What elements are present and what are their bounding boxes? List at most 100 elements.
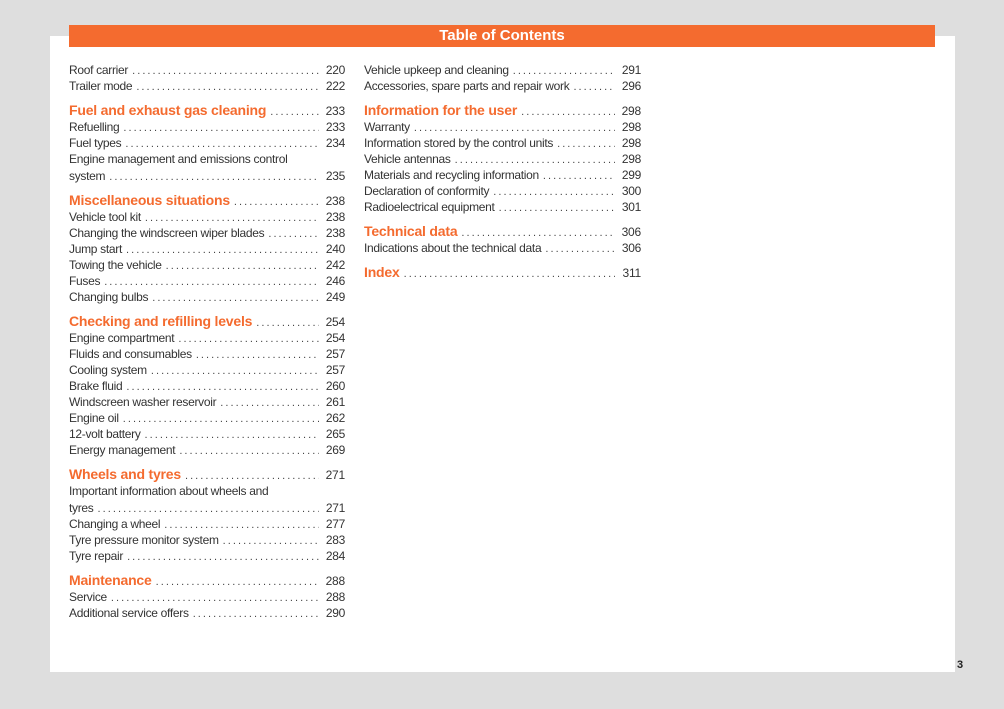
toc-page-number: 301 <box>621 200 641 214</box>
toc-entry[interactable]: tyres 271 <box>69 500 345 516</box>
dot-leader <box>109 169 319 185</box>
toc-page-number: 249 <box>325 290 345 304</box>
toc-page-number: 257 <box>325 363 345 377</box>
toc-entry[interactable]: Information stored by the control units 2… <box>364 135 641 151</box>
toc-entry-label: Changing a wheel <box>69 517 161 531</box>
toc-entry[interactable]: Roof carrier 220 <box>69 62 345 78</box>
toc-page-number: 311 <box>622 266 641 280</box>
dot-leader <box>513 63 615 79</box>
toc-entry-label: Tyre repair <box>69 549 124 563</box>
toc-page-number: 235 <box>325 169 345 183</box>
dot-leader <box>270 103 319 121</box>
toc-entry-label: Engine oil <box>69 411 119 425</box>
toc-entry[interactable]: Vehicle upkeep and cleaning 291 <box>364 62 641 78</box>
dot-leader <box>126 242 319 258</box>
toc-entry-label: Maintenance <box>69 572 152 588</box>
toc-page-number: 233 <box>325 120 345 134</box>
toc-entry-first-line[interactable]: Engine management and emissions control <box>69 151 345 168</box>
toc-entry[interactable]: Fluids and consumables 257 <box>69 346 345 362</box>
toc-page-number: 265 <box>325 427 345 441</box>
toc-entry-label: Wheels and tyres <box>69 466 181 482</box>
toc-entry[interactable]: Trailer mode 222 <box>69 78 345 94</box>
toc-page-number: 254 <box>325 331 345 345</box>
toc-entry[interactable]: Tyre repair 284 <box>69 548 345 564</box>
dot-leader <box>455 152 615 168</box>
dot-leader <box>111 590 319 606</box>
toc-entry[interactable]: Energy management 269 <box>69 442 345 458</box>
toc-page-number: 238 <box>325 210 345 224</box>
toc-section-heading[interactable]: Fuel and exhaust gas cleaning 233 <box>69 101 345 119</box>
toc-entry[interactable]: Vehicle antennas 298 <box>364 151 641 167</box>
toc-entry[interactable]: Brake fluid 260 <box>69 378 345 394</box>
toc-entry[interactable]: Cooling system 257 <box>69 362 345 378</box>
toc-entry[interactable]: Towing the vehicle 242 <box>69 257 345 273</box>
toc-entry[interactable]: Changing a wheel 277 <box>69 516 345 532</box>
toc-page-number: 271 <box>325 468 346 482</box>
toc-section-heading[interactable]: Technical data 306 <box>364 222 641 240</box>
toc-page-number: 254 <box>325 315 346 329</box>
toc-entry-label: Important information about wheels and <box>69 484 269 498</box>
toc-entry[interactable]: Additional service offers 290 <box>69 605 345 621</box>
toc-entry[interactable]: Service 288 <box>69 589 345 605</box>
toc-section-heading[interactable]: Miscellaneous situations 238 <box>69 191 345 209</box>
toc-entry-label: tyres <box>69 501 94 515</box>
toc-section-heading[interactable]: Information for the user 298 <box>364 101 641 119</box>
toc-entry[interactable]: system 235 <box>69 168 345 184</box>
page-title: Table of Contents <box>69 25 935 47</box>
toc-entry-label: Energy management <box>69 443 176 457</box>
toc-entry[interactable]: Accessories, spare parts and repair work… <box>364 78 641 94</box>
toc-entry[interactable]: Fuses 246 <box>69 273 345 289</box>
toc-section-heading[interactable]: Wheels and tyres 271 <box>69 465 345 483</box>
dot-leader <box>98 501 319 517</box>
toc-entry[interactable]: Warranty 298 <box>364 119 641 135</box>
dot-leader <box>404 265 615 283</box>
toc-entry-label: Changing bulbs <box>69 290 149 304</box>
toc-page-number: 299 <box>621 168 641 182</box>
toc-entry-label: Warranty <box>364 120 410 134</box>
toc-entry[interactable]: Refuelling 233 <box>69 119 345 135</box>
toc-page-number: 257 <box>325 347 345 361</box>
toc-entry-label: Engine compartment <box>69 331 175 345</box>
toc-entry[interactable]: Changing the windscreen wiper blades 238 <box>69 225 345 241</box>
toc-section-heading[interactable]: Maintenance 288 <box>69 571 345 589</box>
toc-section-heading[interactable]: Index 311 <box>364 263 641 281</box>
toc-page-number: 269 <box>325 443 345 457</box>
dot-leader <box>234 193 319 211</box>
toc-entry[interactable]: Tyre pressure monitor system 283 <box>69 532 345 548</box>
toc-entry[interactable]: Changing bulbs 249 <box>69 289 345 305</box>
toc-entry[interactable]: Engine oil 262 <box>69 410 345 426</box>
toc-page-number: 298 <box>621 104 642 118</box>
dot-leader <box>521 103 615 121</box>
toc-entry[interactable]: Declaration of conformity 300 <box>364 183 641 199</box>
dot-leader <box>256 314 319 332</box>
toc-entry[interactable]: Jump start 240 <box>69 241 345 257</box>
toc-entry[interactable]: 12-volt battery 265 <box>69 426 345 442</box>
toc-page-number: 261 <box>325 395 345 409</box>
toc-entry-label: Refuelling <box>69 120 120 134</box>
dot-leader <box>152 290 319 306</box>
dot-leader <box>545 241 615 257</box>
toc-entry[interactable]: Fuel types 234 <box>69 135 345 151</box>
toc-column-right: Vehicle upkeep and cleaning291Accessorie… <box>364 62 641 281</box>
toc-entry-label: Windscreen washer reservoir <box>69 395 217 409</box>
toc-entry[interactable]: Windscreen washer reservoir 261 <box>69 394 345 410</box>
toc-page-number: 238 <box>325 194 346 208</box>
dot-leader <box>127 549 319 565</box>
toc-entry[interactable]: Materials and recycling information 299 <box>364 167 641 183</box>
toc-page-number: 296 <box>621 79 641 93</box>
dot-leader <box>126 379 319 395</box>
toc-entry[interactable]: Vehicle tool kit 238 <box>69 209 345 225</box>
toc-entry[interactable]: Indications about the technical data 306 <box>364 240 641 256</box>
toc-page-number: 277 <box>325 517 345 531</box>
dot-leader <box>123 120 319 136</box>
toc-entry-label: Vehicle tool kit <box>69 210 141 224</box>
toc-entry-label: Technical data <box>364 223 458 239</box>
toc-entry-first-line[interactable]: Important information about wheels and <box>69 483 345 500</box>
toc-entry-label: Fuel types <box>69 136 122 150</box>
page-number: 3 <box>957 659 964 671</box>
toc-entry-label: Radioelectrical equipment <box>364 200 495 214</box>
toc-entry-label: Fuel and exhaust gas cleaning <box>69 102 267 118</box>
toc-entry[interactable]: Engine compartment 254 <box>69 330 345 346</box>
toc-section-heading[interactable]: Checking and refilling levels 254 <box>69 312 345 330</box>
toc-entry[interactable]: Radioelectrical equipment 301 <box>364 199 641 215</box>
